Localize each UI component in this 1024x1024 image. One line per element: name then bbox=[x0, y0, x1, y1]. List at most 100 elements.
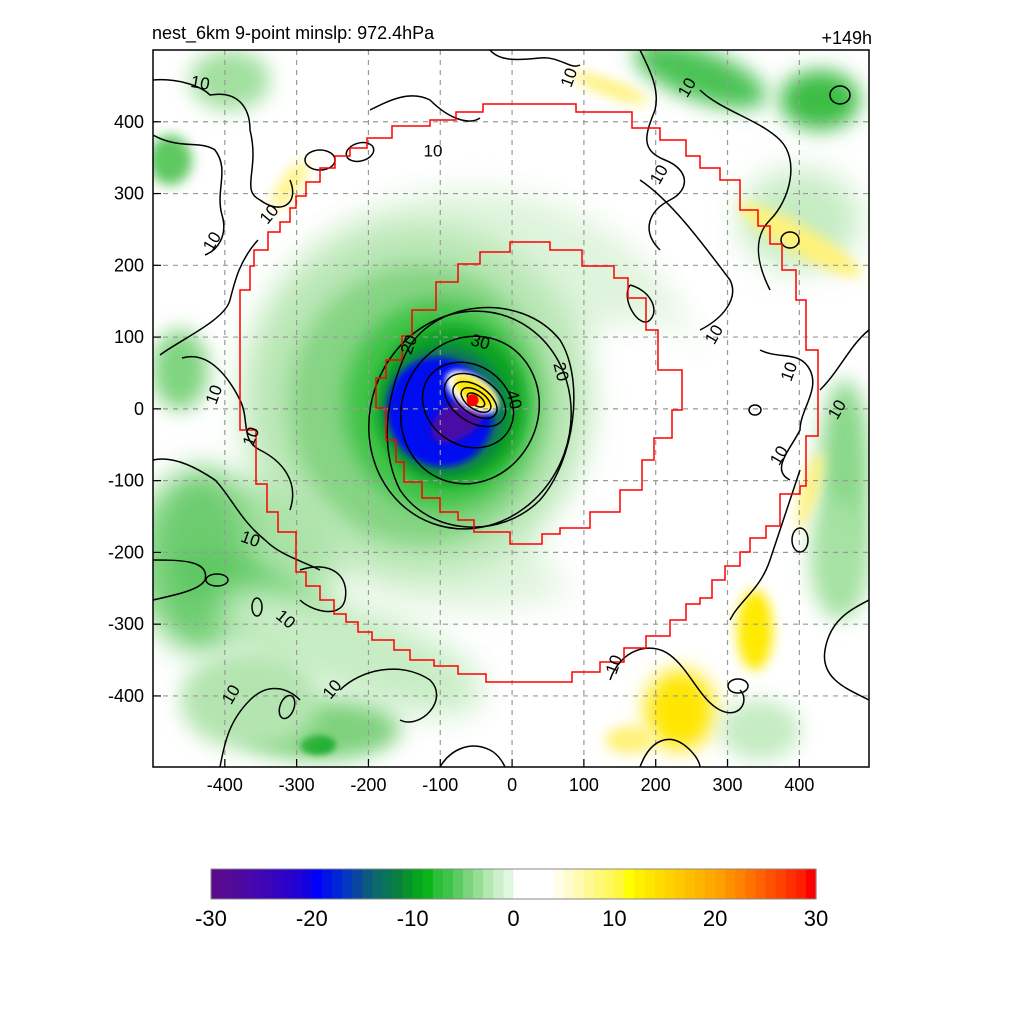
y-tick-label: 100 bbox=[114, 327, 144, 347]
shade-s-band bbox=[217, 586, 483, 714]
colorbar-swatch bbox=[775, 869, 787, 899]
shade-e-yellow bbox=[797, 451, 823, 529]
colorbar-swatch bbox=[463, 869, 474, 899]
colorbar-swatch bbox=[543, 869, 555, 899]
x-tick-label: 100 bbox=[569, 775, 599, 795]
colorbar-swatch bbox=[372, 869, 384, 899]
colorbar-swatch bbox=[271, 869, 283, 899]
colorbar-swatch bbox=[715, 869, 726, 899]
shade-ne1 bbox=[633, 50, 767, 109]
colorbar-swatch bbox=[453, 869, 464, 899]
colorbar-tick-label: -10 bbox=[397, 906, 429, 931]
colorbar-swatch bbox=[705, 869, 716, 899]
colorbar-swatch bbox=[563, 869, 575, 899]
contour-10-loop9 bbox=[278, 694, 296, 720]
x-tick-label: 200 bbox=[641, 775, 671, 795]
colorbar-tick-label: -30 bbox=[195, 906, 227, 931]
contour-10-s2 bbox=[339, 668, 438, 723]
colorbar-swatch bbox=[664, 869, 676, 899]
shade-se-green2 bbox=[810, 500, 869, 620]
colorbar-swatch bbox=[674, 869, 686, 899]
colorbar-swatch bbox=[634, 869, 646, 899]
colorbar-swatch bbox=[513, 869, 525, 899]
contour-10-w bbox=[181, 355, 294, 511]
colorbar-swatch bbox=[291, 869, 303, 899]
outer-nest-boundary bbox=[239, 103, 819, 683]
colorbar-tick-label: 20 bbox=[703, 906, 727, 931]
y-tick-label: 300 bbox=[114, 184, 144, 204]
contour-10-loopne bbox=[626, 284, 655, 323]
x-axis: -400 -300 -200 -100 0 100 200 300 400 bbox=[207, 759, 814, 795]
shade-nw-yellow bbox=[271, 161, 309, 209]
colorbar-swatch bbox=[231, 869, 242, 899]
y-tick-label: 0 bbox=[134, 399, 144, 419]
x-tick-label: -100 bbox=[422, 775, 458, 795]
plot-area: 1010101010101010101010101010101010102020… bbox=[153, 50, 869, 767]
contour-label: 30 bbox=[469, 330, 492, 353]
colorbar-swatch bbox=[241, 869, 252, 899]
colorbar-tick-label: -20 bbox=[296, 906, 328, 931]
contour-10-north bbox=[369, 95, 481, 122]
x-tick-label: 400 bbox=[784, 775, 814, 795]
x-tick-label: -200 bbox=[350, 775, 386, 795]
colorbar-swatch bbox=[745, 869, 757, 899]
x-tick-label: -400 bbox=[207, 775, 243, 795]
contour-10-bottom bbox=[439, 745, 506, 767]
colorbar-swatch bbox=[604, 869, 615, 899]
colorbar-tick-label: 10 bbox=[602, 906, 626, 931]
colorbar-swatch bbox=[644, 869, 656, 899]
contour-10-loop6 bbox=[727, 678, 749, 694]
colorbar-swatch bbox=[695, 869, 706, 899]
colorbar-swatch bbox=[553, 869, 565, 899]
contour-10-e bbox=[639, 179, 734, 331]
colorbar-swatch bbox=[594, 869, 605, 899]
colorbar-swatch bbox=[221, 869, 232, 899]
shade-nw2 bbox=[153, 135, 192, 185]
x-tick-label: 0 bbox=[507, 775, 517, 795]
contour-10-loop5 bbox=[791, 527, 809, 553]
shade-se-yellow3 bbox=[605, 726, 655, 754]
contour-40-core bbox=[421, 361, 515, 449]
contour-label: 10 bbox=[424, 141, 443, 160]
colorbar-swatch bbox=[422, 869, 434, 899]
shade-se-yellow1 bbox=[737, 590, 773, 670]
contour-lines bbox=[153, 50, 869, 767]
colorbar-swatch bbox=[301, 869, 313, 899]
colorbar-swatch bbox=[493, 869, 505, 899]
x-tick-label: 300 bbox=[713, 775, 743, 795]
contour-10-se4 bbox=[823, 599, 869, 701]
colorbar-swatch bbox=[624, 869, 636, 899]
x-tick-label: -300 bbox=[279, 775, 315, 795]
colorbar-swatch bbox=[795, 869, 807, 899]
colorbar-swatch bbox=[402, 869, 414, 899]
colorbar-swatch bbox=[533, 869, 545, 899]
colorbar-tick-label: 0 bbox=[507, 906, 519, 931]
contour-10-sw2 bbox=[299, 566, 347, 613]
colorbar-swatch bbox=[392, 869, 404, 899]
contour-label: 40 bbox=[502, 388, 525, 411]
colorbar-swatch bbox=[211, 869, 222, 899]
colorbar-swatch bbox=[362, 869, 373, 899]
colorbar-swatch bbox=[281, 869, 293, 899]
contour-10-loop8 bbox=[205, 573, 229, 587]
colorbar-swatch bbox=[684, 869, 696, 899]
y-tick-label: -100 bbox=[108, 471, 144, 491]
contour-10-s bbox=[219, 687, 301, 767]
contour-10-nw bbox=[153, 78, 294, 208]
y-tick-label: -200 bbox=[108, 542, 144, 562]
colorbar-swatch bbox=[311, 869, 323, 899]
colorbar-swatch bbox=[523, 869, 535, 899]
shade-ne2 bbox=[780, 70, 860, 130]
colorbar-tick-label: 30 bbox=[804, 906, 828, 931]
shade-s-spot bbox=[300, 735, 336, 755]
contour-10-se bbox=[609, 647, 745, 714]
contour-10-nw3 bbox=[159, 239, 259, 356]
colorbar-swatch bbox=[654, 869, 666, 899]
contour-10-ne bbox=[639, 50, 686, 251]
contour-10-loop7 bbox=[829, 85, 851, 105]
colorbar-swatch bbox=[483, 869, 494, 899]
contour-10-se2 bbox=[639, 738, 701, 767]
colorbar-swatch bbox=[785, 869, 797, 899]
colorbar-swatch bbox=[725, 869, 736, 899]
